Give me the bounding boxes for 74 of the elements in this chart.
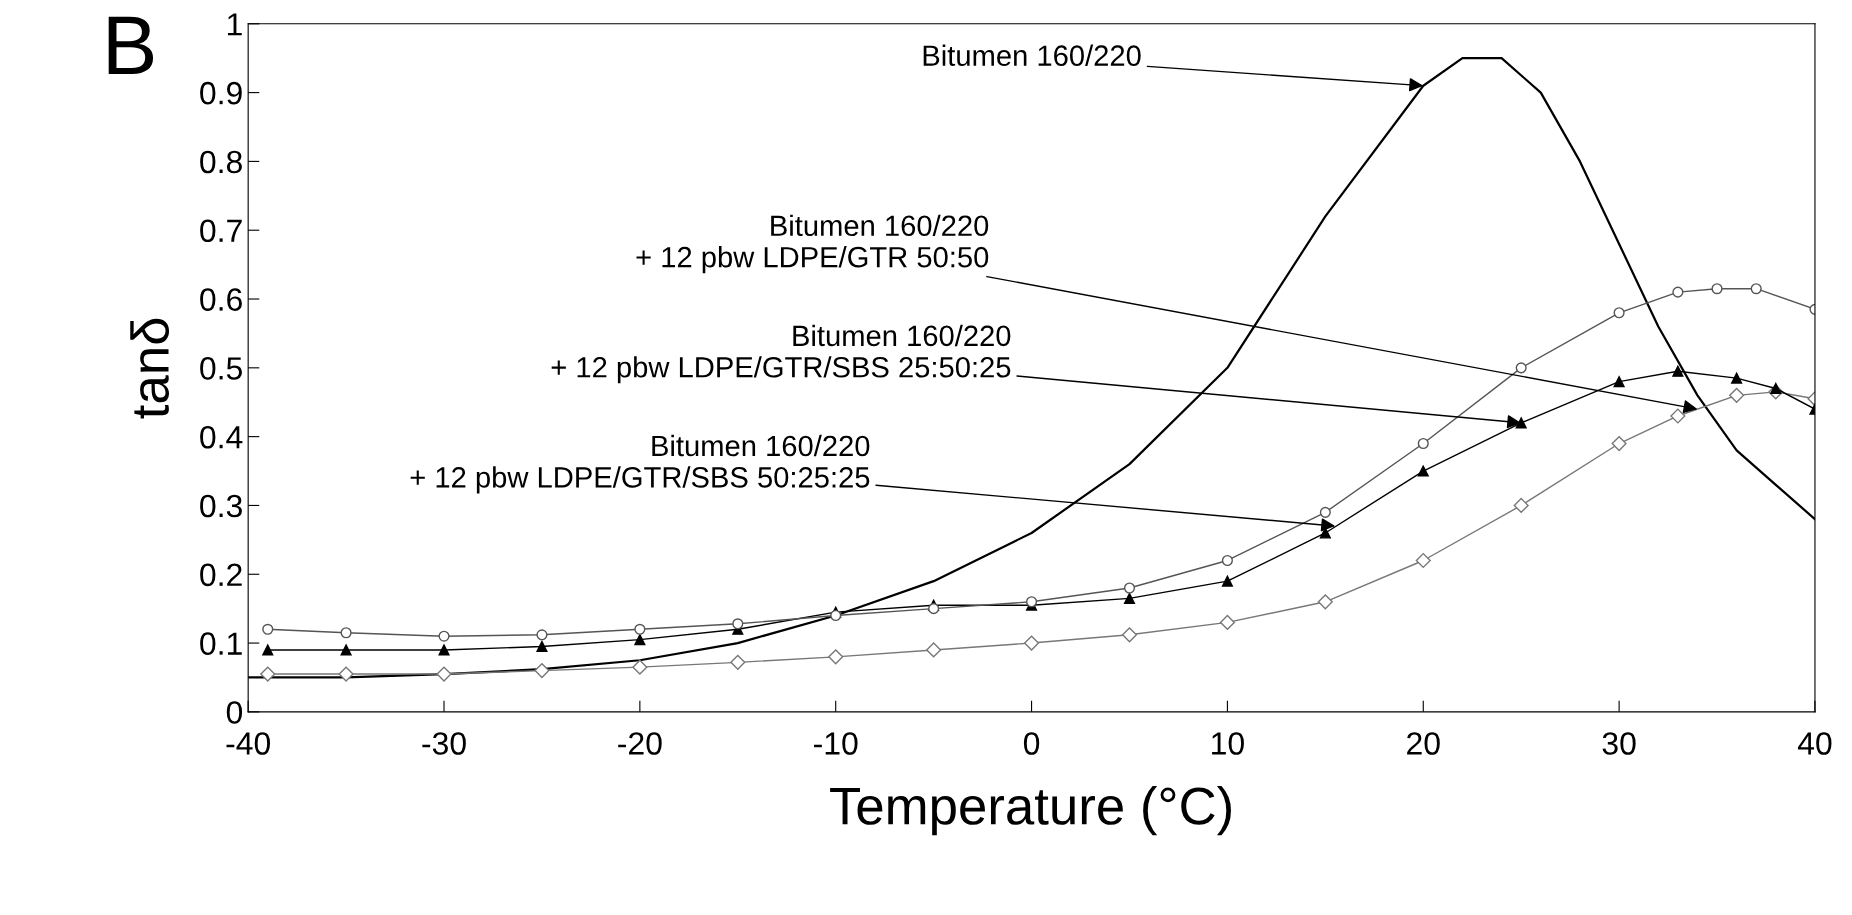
- y-tick-label: 0.4: [200, 425, 243, 449]
- y-tick-label: 0.2: [200, 563, 242, 587]
- annotation: Bitumen 160/220 + 12 pbw LDPE/GTR/SBS 25:50:25: [551, 324, 1011, 384]
- point: [340, 644, 352, 656]
- point: [928, 603, 940, 615]
- point: [536, 640, 548, 653]
- point: [1219, 614, 1235, 630]
- point: [1415, 552, 1431, 569]
- point: [634, 634, 646, 646]
- point: [1613, 307, 1625, 319]
- point: [260, 666, 276, 682]
- y-tick-label: 0.7: [200, 219, 242, 243]
- point: [340, 627, 352, 639]
- point: [536, 629, 548, 641]
- point: [632, 659, 648, 675]
- point: [634, 623, 646, 635]
- y-tick-label: 0.6: [200, 288, 242, 311]
- y-tick-label: 0: [226, 701, 243, 724]
- point: [1515, 362, 1527, 374]
- point: [1221, 554, 1233, 567]
- y-tick-label: 0.8: [200, 150, 242, 174]
- x-tick-label: 0: [1023, 732, 1040, 755]
- point: [732, 618, 744, 630]
- point: [1729, 387, 1745, 403]
- point: [436, 666, 452, 682]
- point: [1731, 372, 1743, 384]
- point: [1513, 497, 1529, 514]
- point: [1750, 283, 1762, 295]
- x-tick-label: 20: [1407, 732, 1440, 755]
- point: [338, 666, 354, 682]
- point: [828, 649, 844, 665]
- point: [1417, 437, 1429, 450]
- x-tick-label: -20: [618, 732, 662, 755]
- point: [830, 609, 842, 622]
- point: [1770, 382, 1782, 395]
- point: [1670, 408, 1686, 424]
- annotation: Bitumen 160/220 + 12 pbw LDPE/GTR 50:50: [636, 214, 989, 274]
- point: [926, 642, 942, 658]
- y-tick-label: 0.9: [200, 81, 242, 105]
- x-tick-label: -10: [814, 732, 858, 755]
- point: [1417, 465, 1429, 477]
- point: [1123, 582, 1136, 594]
- x-tick-label: -40: [226, 732, 271, 755]
- point: [730, 654, 746, 670]
- y-axis-title: tanδ: [130, 318, 170, 419]
- point: [1123, 592, 1136, 604]
- text: B: [108, 16, 154, 75]
- x-tick-label: -30: [422, 732, 466, 755]
- y-tick-label: 0.1: [200, 632, 242, 655]
- point: [1319, 506, 1331, 518]
- y-tick-label: 0.5: [200, 357, 242, 380]
- point: [1611, 435, 1627, 452]
- point: [1023, 635, 1040, 651]
- point: [1221, 575, 1233, 587]
- point: [1613, 376, 1625, 388]
- annotation: Bitumen 160/220: [923, 44, 1141, 67]
- point: [438, 644, 450, 656]
- point: [262, 644, 274, 656]
- x-axis-title: Temperature (°C): [830, 786, 1231, 836]
- point: [1711, 283, 1723, 295]
- point: [438, 630, 450, 642]
- point: [1515, 417, 1527, 429]
- point: [1672, 286, 1684, 298]
- point: [1317, 594, 1333, 610]
- point: [262, 623, 274, 635]
- y-tick-label: 0.3: [200, 494, 242, 518]
- point: [1121, 627, 1138, 643]
- annotation: Bitumen 160/220 + 12 pbw LDPE/GTR/SBS 50:25:25: [410, 434, 870, 494]
- y-tick-label: 1: [227, 13, 242, 36]
- x-tick-label: 30: [1602, 732, 1636, 755]
- x-tick-label: 10: [1212, 732, 1244, 755]
- point: [534, 663, 550, 679]
- x-tick-label: 40: [1797, 732, 1832, 755]
- point: [1672, 365, 1684, 377]
